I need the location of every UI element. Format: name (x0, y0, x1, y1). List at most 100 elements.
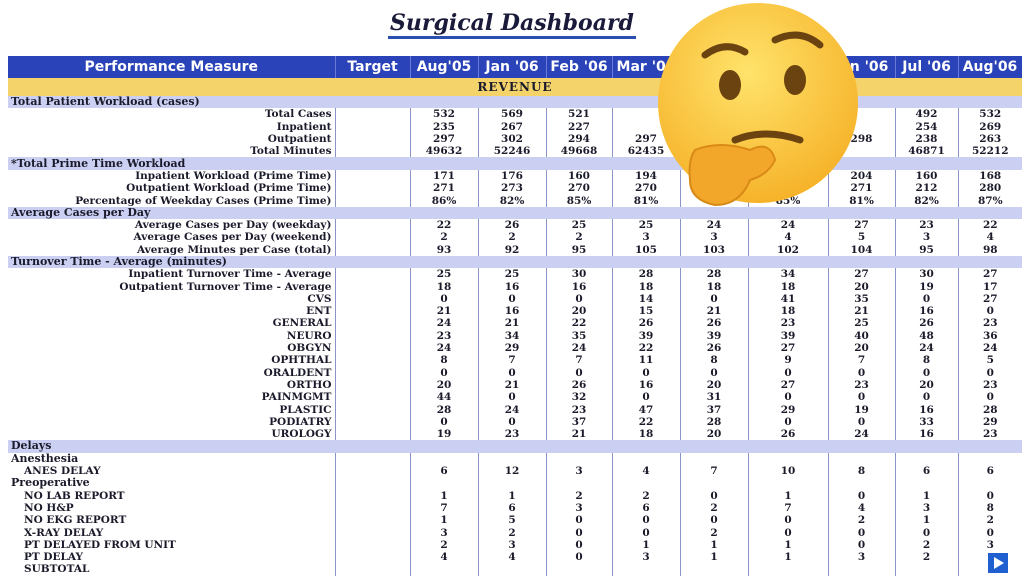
value-cell: 235 (409, 120, 478, 133)
value-cell: 82% (894, 194, 958, 207)
value-cell: 92 (477, 243, 546, 256)
value-cell: 2 (679, 526, 748, 539)
empty-cell (409, 477, 478, 490)
value-cell: 39 (611, 329, 680, 342)
data-row: Average Cases per Day (weekend) 2 2 2 3 3 4 5 3 4 (8, 231, 1022, 244)
data-row: ORALDENT 0 0 0 0 0 0 0 0 0 (8, 366, 1022, 379)
row-label: Outpatient Turnover Time - Average (119, 280, 332, 293)
section-row: Total Patient Workload (cases) (8, 96, 1022, 109)
value-cell: 27 (747, 378, 828, 392)
row-label: OPHTHAL (271, 354, 332, 367)
target-cell (334, 317, 410, 330)
target-cell (334, 538, 410, 551)
column-header: Jan '06 (478, 56, 547, 78)
value-cell: 4 (477, 550, 546, 564)
value-cell: 52212 (957, 145, 1022, 158)
value-cell: 0 (957, 366, 1022, 379)
empty-cell (957, 452, 1022, 465)
data-row: X-RAY DELAY 3 2 0 0 2 0 0 0 0 (8, 526, 1022, 539)
value-cell: 297 (409, 132, 478, 146)
target-cell (334, 563, 410, 576)
play-icon[interactable] (988, 553, 1008, 573)
group-title: Preoperative (11, 477, 90, 490)
value-cell: 521 (545, 108, 612, 121)
value-cell: 24 (957, 341, 1022, 355)
row-label: Inpatient (276, 120, 332, 133)
target-cell (334, 428, 410, 441)
value-cell: 24 (827, 428, 895, 441)
value-cell: 2 (477, 231, 546, 244)
value-cell: 49632 (409, 145, 478, 158)
value-cell: 34 (477, 329, 546, 342)
target-cell (334, 378, 410, 392)
target-cell (334, 108, 410, 121)
value-cell: 204 (827, 169, 895, 183)
value-cell: 62435 (611, 145, 680, 158)
value-cell: 6 (611, 501, 680, 515)
value-cell: 212 (894, 182, 958, 195)
value-cell: 0 (477, 292, 546, 306)
empty-cell (747, 452, 828, 465)
value-cell: 0 (545, 526, 612, 539)
value-cell: 8 (679, 354, 748, 367)
value-cell: 0 (409, 366, 478, 379)
column-header: Target (335, 56, 411, 78)
band-row: REVENUE (8, 78, 1022, 96)
column-header: Jul '06 (895, 56, 959, 78)
value-cell: 26 (747, 428, 828, 441)
target-cell (334, 391, 410, 404)
row-label: ANES DELAY (24, 465, 101, 478)
value-cell: 302 (477, 132, 546, 146)
value-cell: 18 (409, 280, 478, 293)
value-cell: 30 (894, 268, 958, 281)
value-cell: 28 (679, 268, 748, 281)
value-cell: 0 (957, 526, 1022, 539)
value-cell: 297 (611, 132, 680, 146)
value-cell: 32 (545, 391, 612, 404)
value-cell: 532 (409, 108, 478, 121)
empty-cell (477, 452, 546, 465)
eye (784, 65, 806, 95)
value-cell: 0 (827, 391, 895, 404)
value-cell: 16 (894, 305, 958, 318)
row-label: NO H&P (24, 501, 74, 514)
value-cell: 23 (747, 317, 828, 330)
value-cell: 194 (611, 169, 680, 183)
data-row: Outpatient Turnover Time - Average 18 16 16… (8, 280, 1022, 293)
value-cell: 1 (611, 538, 680, 551)
brow (701, 43, 749, 59)
row-label: Outpatient (267, 133, 332, 146)
row-label: Average Cases per Day (weekday) (134, 219, 332, 232)
empty-cell (747, 477, 828, 490)
value-cell: 86% (409, 194, 478, 207)
value-cell: 8 (827, 464, 895, 478)
thinking-emoji (658, 3, 858, 207)
value-cell: 0 (611, 514, 680, 527)
row-label: NO EKG REPORT (24, 514, 127, 527)
value-cell: 0 (894, 391, 958, 404)
value-cell: 6 (477, 501, 546, 515)
value-cell: 271 (827, 182, 895, 195)
value-cell (894, 563, 958, 576)
value-cell: 35 (827, 292, 895, 306)
value-cell: 238 (894, 132, 958, 146)
empty-cell (827, 452, 895, 465)
data-row: OBGYN 24 29 24 22 26 27 20 24 24 (8, 341, 1022, 355)
row-label: Average Minutes per Case (total) (136, 243, 332, 256)
value-cell: 24 (545, 341, 612, 355)
value-cell (827, 563, 895, 576)
value-cell: 5 (477, 514, 546, 527)
value-cell: 1 (679, 550, 748, 564)
value-cell: 24 (409, 341, 478, 355)
value-cell: 0 (894, 366, 958, 379)
value-cell: 23 (477, 428, 546, 441)
section-title: Total Patient Workload (cases) (8, 96, 1022, 109)
value-cell: 10 (747, 464, 828, 478)
value-cell: 7 (679, 464, 748, 478)
eye (719, 70, 741, 100)
value-cell: 1 (894, 514, 958, 527)
value-cell: 8 (409, 354, 478, 367)
value-cell: 0 (477, 415, 546, 429)
value-cell: 2 (957, 514, 1022, 527)
data-row: Inpatient 235 267 227 254 269 (8, 120, 1022, 133)
